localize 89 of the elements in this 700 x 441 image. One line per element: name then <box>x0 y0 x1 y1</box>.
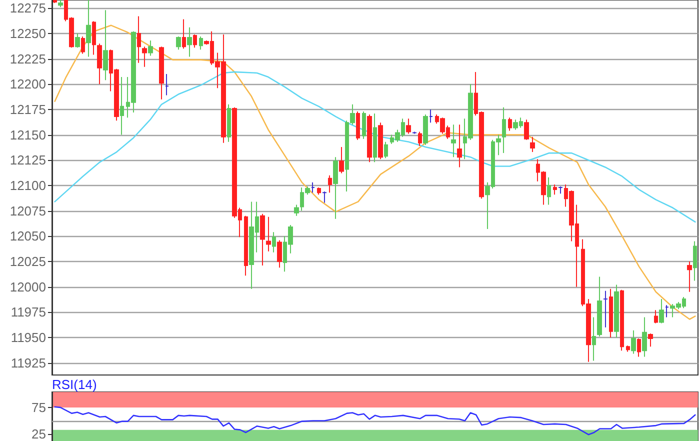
candlestick <box>227 104 231 142</box>
chart-title: RSI(14) <box>52 377 97 392</box>
candlestick <box>609 288 613 338</box>
y-tick-label: 12275 <box>10 0 46 16</box>
candlestick <box>272 232 276 253</box>
candlestick <box>553 184 557 196</box>
candlestick <box>333 156 338 220</box>
y-tick-label: 12175 <box>10 102 46 117</box>
candlestick <box>620 289 624 352</box>
candlestick <box>665 304 669 318</box>
candlestick <box>637 338 641 358</box>
candlestick <box>182 18 186 50</box>
candlestick <box>294 204 299 216</box>
candlestick <box>53 0 57 4</box>
y-tick-label: 11975 <box>10 304 46 320</box>
line-series <box>54 406 696 436</box>
candlestick <box>457 124 462 168</box>
candlestick <box>193 34 197 48</box>
candlestick <box>451 124 456 158</box>
candlestick <box>603 290 608 328</box>
candlestick <box>687 260 692 292</box>
candlestick <box>244 215 248 276</box>
candlestick <box>508 117 512 132</box>
y-tick-label: 12100 <box>10 178 46 193</box>
candlestick <box>356 110 360 140</box>
candlestick <box>378 122 383 160</box>
y-tick-label: 12125 <box>10 152 46 168</box>
candlestick <box>547 176 551 206</box>
candlestick <box>266 216 271 252</box>
y-tick-label: 12025 <box>10 254 46 269</box>
candlestick <box>277 240 282 268</box>
candlestick <box>367 114 372 163</box>
candlestick <box>362 110 366 140</box>
candlestick <box>648 332 653 348</box>
candlestick <box>328 174 332 194</box>
candlestick <box>176 36 181 50</box>
candlestick <box>148 40 153 56</box>
y-tick-label: 12075 <box>10 203 46 218</box>
y-tick-label: 11925 <box>10 355 46 370</box>
candlestick <box>81 36 85 54</box>
line-series <box>54 71 696 223</box>
candlestick <box>423 114 428 146</box>
candlestick <box>75 32 80 48</box>
candlestick <box>260 213 265 266</box>
candlestick <box>597 276 602 337</box>
y-tick-label: 12000 <box>10 279 46 294</box>
candlestick <box>631 330 636 354</box>
y-tick-label: 75 <box>32 400 46 415</box>
candlestick <box>58 0 63 8</box>
candlestick <box>187 26 192 58</box>
y-tick-label: 12250 <box>10 26 46 41</box>
line-series <box>54 24 696 320</box>
y-tick-label: 11950 <box>10 330 46 345</box>
y-tick-label: 25 <box>32 426 46 441</box>
candlestick <box>311 182 315 194</box>
candlestick <box>322 191 327 204</box>
candlestick <box>373 113 377 163</box>
candlestick <box>142 46 147 68</box>
candlestick <box>137 16 141 64</box>
candlestick <box>654 310 658 324</box>
candlestick <box>165 73 169 96</box>
candlestick <box>558 186 563 194</box>
candlestick <box>626 345 630 352</box>
y-tick-label: 12050 <box>10 228 46 244</box>
candlestick <box>317 187 321 196</box>
candlestick <box>384 141 388 159</box>
y-tick-label: 12150 <box>10 127 46 142</box>
candlestick <box>103 10 108 81</box>
candlestick <box>159 46 164 100</box>
candlestick <box>642 316 647 358</box>
candlestick <box>412 131 417 134</box>
candlestick <box>418 131 422 146</box>
y-tick-label: 12225 <box>10 51 46 66</box>
candlestick <box>659 298 664 324</box>
candlestick <box>97 43 102 85</box>
candlestick <box>86 0 91 58</box>
candlestick <box>120 76 124 136</box>
candlestick <box>524 119 529 140</box>
y-tick-label: 12200 <box>10 76 46 92</box>
candlestick <box>339 146 344 174</box>
candlestick <box>614 284 619 338</box>
candlestick <box>429 108 433 124</box>
candlestick <box>530 136 535 153</box>
candlestick <box>92 20 96 56</box>
candlestick <box>592 316 596 362</box>
candlestick <box>406 118 411 134</box>
candlestick <box>502 106 506 154</box>
candlestick <box>199 36 203 50</box>
candlestick <box>693 240 697 282</box>
